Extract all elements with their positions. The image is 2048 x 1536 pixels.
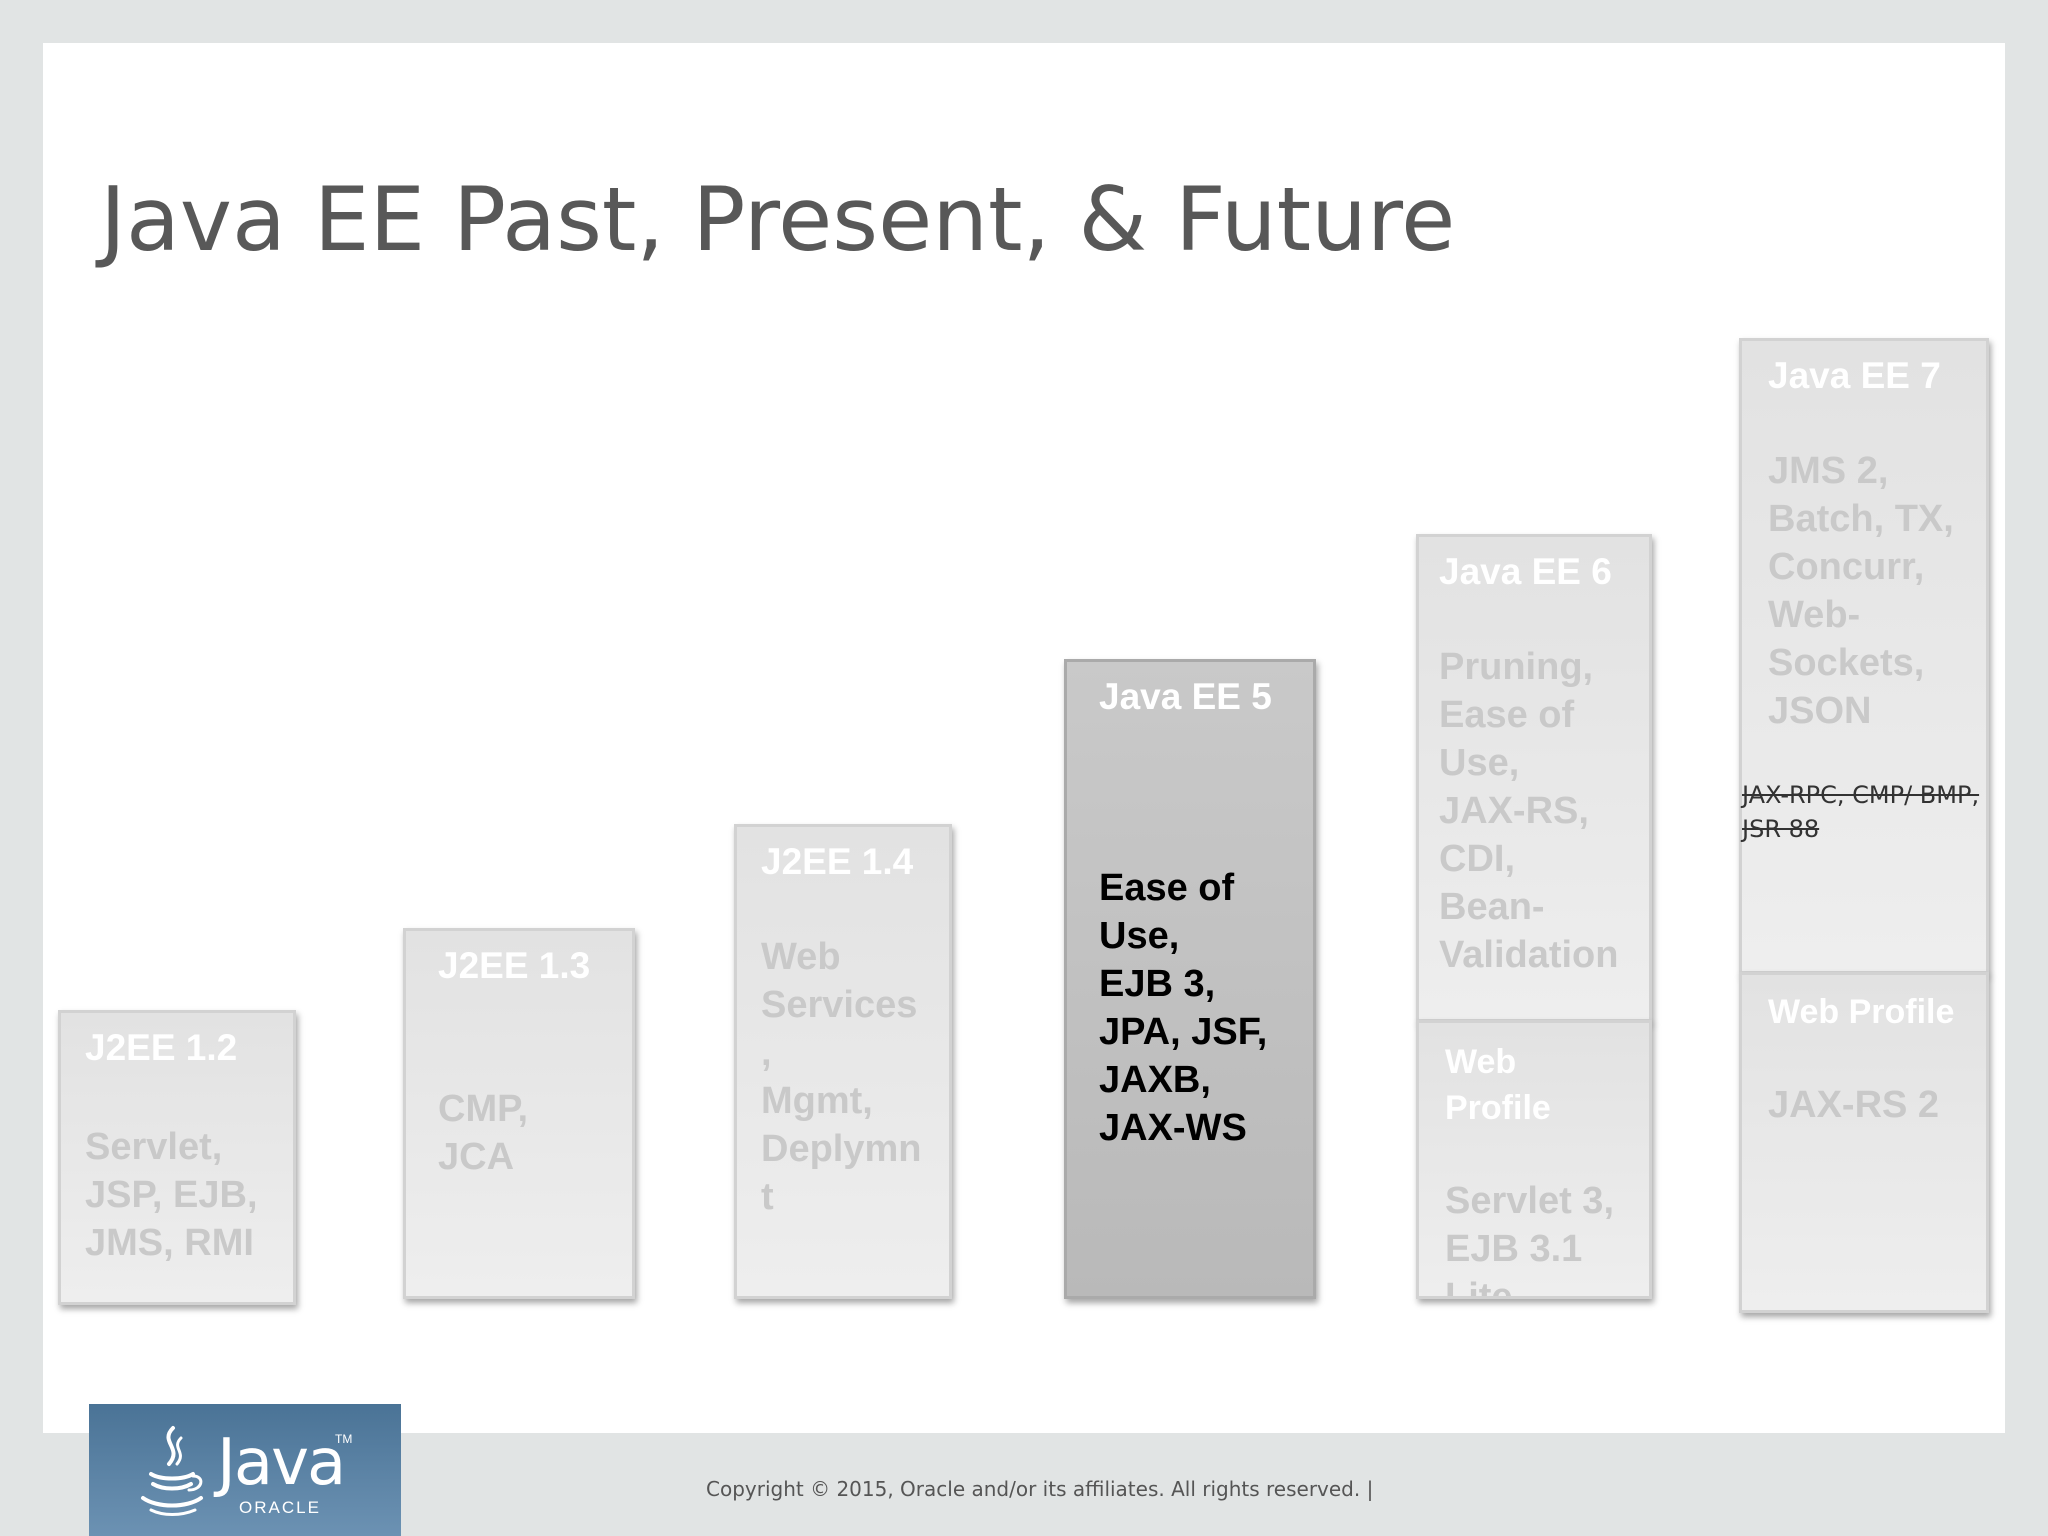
release-features: CMP, JCA — [438, 1085, 528, 1181]
web-profile-label: Web Profile — [1768, 989, 1954, 1035]
web-profile-label-line: Profile — [1445, 1089, 1551, 1127]
feature-line: JAX-RS 2 — [1768, 1084, 1940, 1126]
release-features: Pruning, Ease of Use, JAX-RS, CDI, Bean-… — [1439, 643, 1618, 979]
feature-line: Use, — [1439, 742, 1520, 784]
release-name: Java EE 6 — [1439, 551, 1612, 592]
feature-line: , — [761, 1032, 772, 1074]
web-profile-features: JAX-RS 2 — [1768, 1081, 1939, 1129]
web-profile-box-java-ee-7: Web Profile JAX-RS 2 — [1739, 972, 1989, 1313]
web-profile-label-line: Web — [1445, 1043, 1517, 1081]
release-name: J2EE 1.4 — [761, 841, 914, 882]
feature-line: Servlet 3, — [1445, 1180, 1614, 1222]
release-box-j2ee-1-4: J2EE 1.4 Web Services , Mgmt, Deplymn t — [734, 824, 952, 1299]
feature-line: JPA, JSF, — [1099, 1011, 1268, 1053]
release-name: J2EE 1.3 — [438, 945, 591, 986]
feature-line: Batch, TX, — [1768, 498, 1954, 540]
java-cup-icon — [141, 1426, 203, 1516]
feature-line: JMS, RMI — [85, 1222, 254, 1264]
pruned-list-java-ee-7: JAX-RPC, CMP/ BMP, JSR 88 — [1742, 778, 1979, 846]
release-box-j2ee-1-3: J2EE 1.3 CMP, JCA — [403, 928, 635, 1299]
slide — [43, 43, 2005, 1433]
release-features: Web Services , Mgmt, Deplymn t — [761, 933, 921, 1221]
feature-line: Mgmt, — [761, 1080, 873, 1122]
feature-line: Sockets, — [1768, 642, 1925, 684]
feature-line: Use, — [1099, 915, 1180, 957]
feature-line: Deplymn — [761, 1128, 922, 1170]
web-profile-features: Servlet 3, EJB 3.1 Lite — [1445, 1177, 1614, 1299]
web-profile-label-line: Web Profile — [1768, 993, 1955, 1031]
feature-line: JAXB, — [1099, 1059, 1211, 1101]
java-logo-text: Java — [217, 1426, 346, 1500]
feature-line: Lite — [1445, 1276, 1513, 1299]
feature-line: CMP, — [438, 1088, 529, 1130]
feature-line: Servlet, — [85, 1126, 223, 1168]
feature-line: JAX-WS — [1099, 1107, 1247, 1149]
release-box-j2ee-1-2: J2EE 1.2 Servlet, JSP, EJB, JMS, RMI — [58, 1010, 296, 1305]
feature-line: EJB 3, — [1099, 963, 1216, 1005]
release-name: J2EE 1.2 — [85, 1027, 238, 1068]
pruned-line: JAX-RPC, CMP/ BMP, — [1742, 781, 1980, 809]
feature-line: EJB 3.1 — [1445, 1228, 1583, 1270]
slide-title: Java EE Past, Present, & Future — [100, 168, 1456, 271]
java-oracle-logo: Java TM ORACLE — [89, 1404, 401, 1536]
release-features: Servlet, JSP, EJB, JMS, RMI — [85, 1123, 258, 1267]
feature-line: Web — [761, 936, 841, 978]
oracle-logo-text: ORACLE — [239, 1498, 321, 1517]
release-features: JMS 2, Batch, TX, Concurr, Web- Sockets,… — [1768, 447, 1954, 735]
feature-line: Ease of — [1099, 867, 1235, 909]
web-profile-box-java-ee-6: Web Profile Servlet 3, EJB 3.1 Lite — [1416, 1020, 1652, 1299]
feature-line: Ease of — [1439, 694, 1575, 736]
feature-line: JSP, EJB, — [85, 1174, 258, 1216]
feature-line: Validation — [1439, 934, 1619, 976]
feature-line: Pruning, — [1439, 646, 1594, 688]
release-name: Java EE 5 — [1099, 676, 1272, 717]
java-logo-tm: TM — [335, 1432, 353, 1446]
feature-line: Concurr, — [1768, 546, 1925, 588]
web-profile-label: Web Profile — [1445, 1039, 1551, 1131]
feature-line: t — [761, 1176, 774, 1218]
release-name: Java EE 7 — [1768, 355, 1941, 396]
release-box-java-ee-5: Java EE 5 Ease of Use, EJB 3, JPA, JSF, … — [1064, 659, 1316, 1299]
release-features: Ease of Use, EJB 3, JPA, JSF, JAXB, JAX-… — [1099, 864, 1267, 1152]
copyright-notice: Copyright © 2015, Oracle and/or its affi… — [706, 1477, 1374, 1501]
feature-line: Services — [761, 984, 918, 1026]
feature-line: JCA — [438, 1136, 515, 1178]
release-box-java-ee-7: Java EE 7 JMS 2, Batch, TX, Concurr, Web… — [1739, 338, 1989, 974]
feature-line: Bean- — [1439, 886, 1545, 928]
feature-line: Web- — [1768, 594, 1861, 636]
pruned-line: JSR 88 — [1742, 815, 1820, 843]
feature-line: JAX-RS, — [1439, 790, 1589, 832]
feature-line: CDI, — [1439, 838, 1515, 880]
release-box-java-ee-6: Java EE 6 Pruning, Ease of Use, JAX-RS, … — [1416, 534, 1652, 1022]
feature-line: JSON — [1768, 690, 1872, 732]
feature-line: JMS 2, — [1768, 450, 1889, 492]
